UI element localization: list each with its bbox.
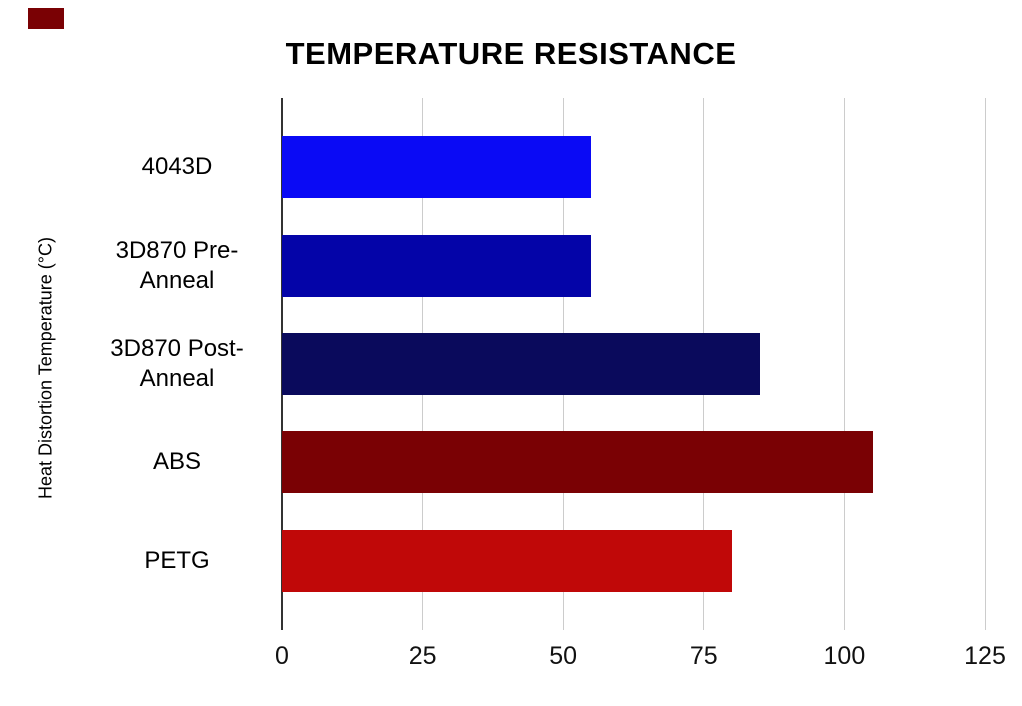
x-tick-label: 125 xyxy=(964,642,1006,670)
bar-abs xyxy=(282,431,873,494)
x-tick-label: 100 xyxy=(823,642,866,670)
y-axis-label: Heat Distortion Temperature (°C) xyxy=(35,237,56,499)
x-tick-label: 75 xyxy=(689,642,718,670)
bar-4043d xyxy=(282,136,592,199)
plot-area xyxy=(281,98,986,630)
bar-petg xyxy=(282,529,732,592)
x-tick-label: 0 xyxy=(275,642,289,670)
x-tick-label: 25 xyxy=(408,642,437,670)
corner-mark xyxy=(28,8,64,29)
bar-3d870-post-anneal xyxy=(282,333,761,395)
category-labels: 4043D 3D870 Pre-Anneal 3D870 Post-Anneal AB… xyxy=(84,98,270,630)
category-label: 3D870 Pre-Anneal xyxy=(115,236,239,294)
category-label: 4043D xyxy=(141,153,213,181)
category-label: 3D870 Post-Anneal xyxy=(110,335,244,392)
category-label: PETG xyxy=(144,546,210,574)
x-axis-ticks: 0 25 50 75 100 125 xyxy=(275,642,1006,676)
category-label: ABS xyxy=(152,448,202,476)
x-tick-label: 50 xyxy=(549,642,578,670)
gridline xyxy=(843,98,845,630)
chart-title: TEMPERATURE RESISTANCE xyxy=(285,36,737,71)
gridline xyxy=(984,98,986,630)
bar-3d870-pre-anneal xyxy=(282,234,592,297)
